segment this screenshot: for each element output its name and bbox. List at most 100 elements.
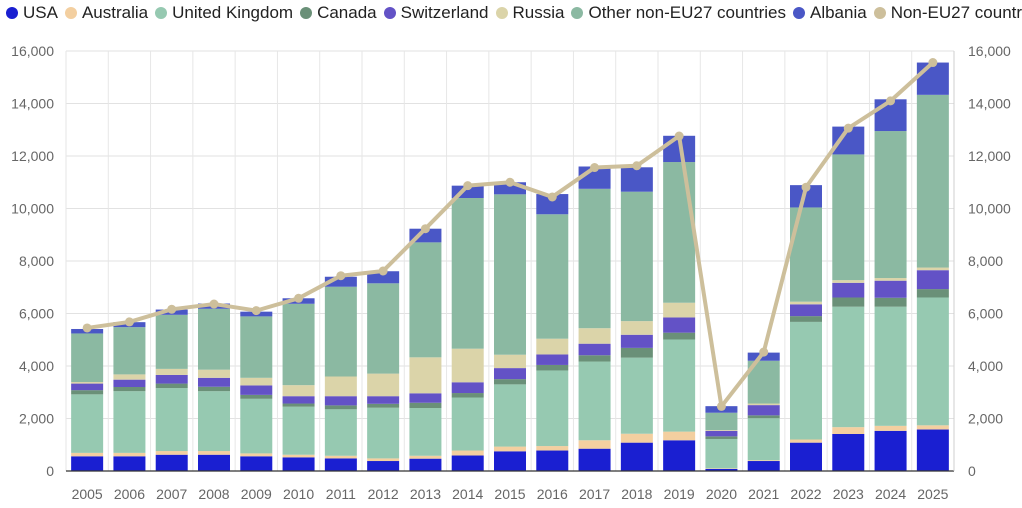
bar-other-non-eu27-countries-2023 <box>832 154 865 281</box>
bar-russia-2016 <box>536 338 569 355</box>
bar-united-kingdom-2024 <box>874 306 907 426</box>
legend-swatch <box>6 7 18 19</box>
bar-switzerland-2019 <box>663 317 696 333</box>
x-tick-label: 2011 <box>326 486 356 502</box>
bar-switzerland-2024 <box>874 280 907 298</box>
point-non-eu27-countries-2007 <box>167 304 177 314</box>
legend-item-albania[interactable]: Albania <box>792 3 867 23</box>
x-tick-label: 2017 <box>579 486 610 502</box>
bar-united-kingdom-2009 <box>240 398 273 454</box>
y-tick-label-left: 14,000 <box>11 96 54 112</box>
legend-item-other-non-eu27-countries[interactable]: Other non-EU27 countries <box>571 3 786 23</box>
bar-other-non-eu27-countries-2016 <box>536 214 569 339</box>
legend-item-united-kingdom[interactable]: United Kingdom <box>155 3 293 23</box>
legend-label: USA <box>23 3 58 22</box>
bar-albania-2011 <box>324 276 357 287</box>
bar-canada-2024 <box>874 297 907 307</box>
point-non-eu27-countries-2012 <box>378 266 388 276</box>
bar-canada-2007 <box>155 383 188 389</box>
bar-australia-2011 <box>324 455 357 459</box>
bar-switzerland-2012 <box>367 396 400 404</box>
legend-item-canada[interactable]: Canada <box>300 3 377 23</box>
bar-united-kingdom-2010 <box>282 406 315 455</box>
bar-switzerland-2021 <box>747 405 780 416</box>
bar-australia-2013 <box>409 455 442 459</box>
bar-australia-2010 <box>282 454 315 458</box>
bar-switzerland-2013 <box>409 393 442 403</box>
point-non-eu27-countries-2005 <box>82 323 92 333</box>
x-tick-label: 2024 <box>875 486 906 502</box>
y-tick-label-right: 14,000 <box>968 96 1011 112</box>
legend-label: Canada <box>317 3 377 22</box>
bar-united-kingdom-2012 <box>367 407 400 459</box>
bar-russia-2023 <box>832 280 865 283</box>
x-tick-label: 2013 <box>410 486 441 502</box>
x-tick-label: 2023 <box>833 486 864 502</box>
x-tick-label: 2020 <box>706 486 737 502</box>
x-tick-label: 2010 <box>283 486 314 502</box>
point-non-eu27-countries-2022 <box>801 182 811 192</box>
bar-usa-2013 <box>409 458 442 471</box>
bar-usa-2016 <box>536 450 569 471</box>
point-non-eu27-countries-2010 <box>294 293 304 303</box>
point-non-eu27-countries-2019 <box>674 131 684 141</box>
bar-other-non-eu27-countries-2025 <box>916 94 949 268</box>
bar-united-kingdom-2015 <box>494 384 526 447</box>
bar-australia-2015 <box>494 446 526 452</box>
bar-australia-2016 <box>536 446 569 451</box>
bar-canada-2020 <box>705 436 738 439</box>
bar-canada-2023 <box>832 297 865 307</box>
bar-albania-2012 <box>367 271 400 284</box>
x-tick-label: 2019 <box>664 486 695 502</box>
bar-other-non-eu27-countries-2014 <box>451 198 484 349</box>
bar-australia-2005 <box>71 452 104 457</box>
bar-united-kingdom-2014 <box>451 397 484 451</box>
bar-other-non-eu27-countries-2018 <box>620 191 653 322</box>
bar-russia-2012 <box>367 373 400 397</box>
point-non-eu27-countries-2011 <box>336 271 346 281</box>
y-tick-label-left: 2,000 <box>19 411 54 427</box>
bar-russia-2007 <box>155 368 188 375</box>
legend-item-russia[interactable]: Russia <box>495 3 564 23</box>
bar-canada-2006 <box>113 387 146 392</box>
bar-other-non-eu27-countries-2005 <box>71 333 104 383</box>
bar-switzerland-2006 <box>113 379 146 387</box>
legend-item-usa[interactable]: USA <box>6 3 58 23</box>
bar-usa-2007 <box>155 454 188 471</box>
legend-label: Non-EU27 countries <box>890 3 1022 22</box>
bar-switzerland-2017 <box>578 343 611 356</box>
bar-switzerland-2016 <box>536 354 569 365</box>
bar-other-non-eu27-countries-2010 <box>282 303 315 386</box>
legend-item-non-eu27-countries[interactable]: Non-EU27 countries <box>873 3 1022 23</box>
y-tick-label-left: 8,000 <box>19 253 54 269</box>
y-tick-label-right: 16,000 <box>968 43 1011 59</box>
bar-russia-2024 <box>874 278 907 281</box>
bar-switzerland-2015 <box>494 368 526 380</box>
legend-label: Switzerland <box>400 3 489 22</box>
bar-united-kingdom-2019 <box>663 339 696 432</box>
bar-canada-2018 <box>620 347 653 358</box>
bar-usa-2023 <box>832 433 865 471</box>
x-tick-label: 2012 <box>368 486 399 502</box>
x-tick-label: 2016 <box>537 486 568 502</box>
bar-united-kingdom-2020 <box>705 438 738 469</box>
x-tick-label: 2005 <box>72 486 103 502</box>
bar-russia-2008 <box>198 369 230 378</box>
bar-russia-2020 <box>705 430 738 431</box>
bar-united-kingdom-2005 <box>71 394 104 453</box>
bar-australia-2023 <box>832 427 865 434</box>
bar-canada-2019 <box>663 332 696 340</box>
bar-united-kingdom-2006 <box>113 391 146 453</box>
bar-usa-2008 <box>198 454 230 471</box>
legend-item-australia[interactable]: Australia <box>64 3 148 23</box>
legend-item-switzerland[interactable]: Switzerland <box>383 3 489 23</box>
x-tick-label: 2022 <box>790 486 821 502</box>
bar-canada-2021 <box>747 415 780 419</box>
bar-russia-2010 <box>282 385 315 397</box>
point-non-eu27-countries-2016 <box>547 192 557 202</box>
bar-australia-2007 <box>155 451 188 455</box>
bar-albania-2016 <box>536 194 569 215</box>
y-tick-label-right: 6,000 <box>968 306 1003 322</box>
bar-switzerland-2025 <box>916 270 949 290</box>
bar-united-kingdom-2018 <box>620 357 653 434</box>
